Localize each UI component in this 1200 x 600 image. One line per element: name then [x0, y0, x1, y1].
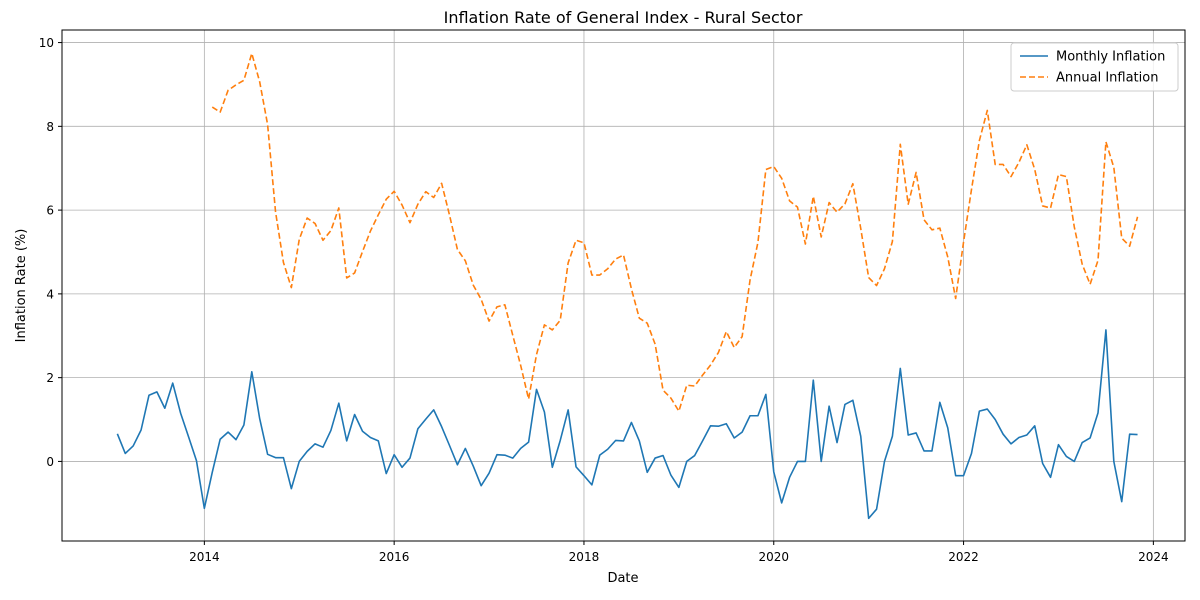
y-tick-label: 4 [46, 287, 54, 301]
chart-title: Inflation Rate of General Index - Rural … [444, 8, 803, 27]
y-tick-label: 2 [46, 371, 54, 385]
y-axis: 0 2 4 6 8 10 [39, 36, 62, 469]
grid-lines [62, 30, 1185, 541]
x-axis-label: Date [607, 571, 638, 586]
y-axis-label: Inflation Rate (%) [14, 229, 29, 343]
legend-label-monthly: Monthly Inflation [1056, 50, 1165, 65]
y-tick-label: 8 [46, 120, 54, 134]
series-layer [116, 52, 1139, 520]
series-line-monthly [116, 329, 1138, 520]
x-tick-label: 2016 [379, 550, 410, 564]
plot-frame [61, 29, 1186, 542]
y-tick-label: 0 [46, 455, 54, 469]
y-tick-label: 6 [46, 204, 54, 218]
y-tick-label: 10 [39, 36, 54, 50]
x-tick-label: 2018 [569, 550, 600, 564]
legend: Monthly Inflation Annual Inflation [1010, 42, 1179, 92]
series-line-annual [211, 52, 1139, 412]
x-tick-label: 2022 [948, 550, 979, 564]
x-axis: 2014 2016 2018 2020 2022 2024 [189, 541, 1169, 564]
x-tick-label: 2020 [758, 550, 789, 564]
legend-box [1010, 42, 1179, 92]
x-tick-label: 2024 [1138, 550, 1169, 564]
legend-label-annual: Annual Inflation [1056, 71, 1158, 86]
x-tick-label: 2014 [189, 550, 220, 564]
